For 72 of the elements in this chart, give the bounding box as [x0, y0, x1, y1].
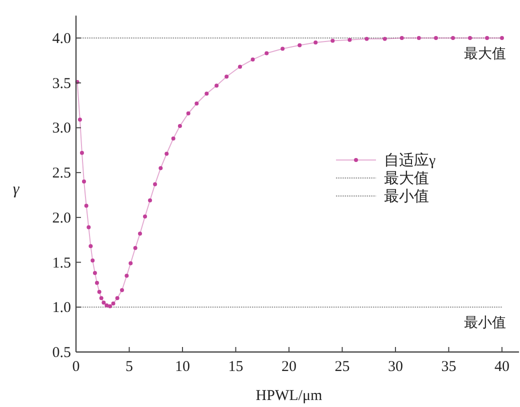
point: [90, 258, 95, 262]
x-axis-title: HPWL/μm: [256, 388, 322, 404]
y-tick-label: 1.0: [52, 300, 71, 316]
y-axis-title: γ: [12, 180, 20, 198]
point: [314, 40, 318, 45]
point: [153, 182, 158, 186]
y-tick-label: 2.5: [52, 166, 71, 182]
point: [115, 296, 120, 300]
point: [80, 150, 84, 155]
point: [224, 74, 229, 79]
point: [330, 38, 335, 43]
legend-label: 自适应γ: [384, 152, 436, 169]
x-tick-label: 40: [494, 359, 510, 375]
point: [143, 214, 148, 219]
point: [84, 204, 88, 208]
y-tick-label: 3.0: [52, 120, 71, 137]
point: [238, 64, 242, 69]
y-tick-label: 2.0: [52, 210, 71, 226]
point: [148, 198, 152, 202]
x-tick-label: 30: [388, 359, 403, 375]
point: [164, 152, 169, 156]
point: [94, 280, 99, 285]
point: [171, 136, 176, 140]
point: [111, 302, 116, 306]
point: [264, 51, 269, 56]
point: [298, 43, 302, 48]
y-tick-label: 3.5: [52, 76, 71, 92]
point: [120, 288, 124, 292]
point: [88, 244, 93, 248]
point: [178, 124, 182, 128]
x-tick-label: 0: [72, 359, 80, 375]
point: [99, 296, 104, 300]
point: [280, 46, 285, 51]
legend-label: 最大值: [384, 170, 429, 187]
point: [416, 36, 421, 40]
point: [194, 102, 199, 106]
point: [204, 92, 209, 96]
x-tick-label: 15: [228, 359, 244, 375]
x-tick-label: 35: [441, 359, 456, 375]
point: [82, 180, 86, 184]
point: [450, 36, 455, 40]
y-tick-label: 4.0: [52, 31, 71, 48]
x-tick-label: 10: [174, 359, 190, 375]
point: [214, 84, 219, 88]
point: [104, 303, 109, 308]
point: [92, 271, 97, 276]
x-tick-label: 5: [125, 359, 133, 375]
point: [133, 246, 138, 250]
point: [434, 36, 438, 40]
point: [128, 261, 133, 266]
point: [364, 36, 369, 41]
point: [382, 36, 387, 41]
point: [500, 36, 504, 40]
point: [138, 232, 142, 236]
point: [86, 225, 91, 230]
point: [124, 274, 129, 278]
y-tick-label: 1.5: [52, 255, 71, 272]
point: [97, 290, 102, 294]
point: [158, 166, 163, 170]
point: [186, 111, 190, 116]
x-tick-label: 20: [281, 359, 296, 375]
point: [400, 36, 404, 40]
point: [108, 304, 112, 308]
point: [348, 38, 352, 42]
y-tick-label: 0.5: [52, 345, 71, 361]
legend-label: 最小值: [384, 188, 429, 205]
point: [78, 118, 82, 122]
point: [468, 36, 472, 40]
point: [102, 300, 106, 305]
point: [485, 36, 490, 40]
point: [250, 58, 255, 62]
x-tick-label: 25: [334, 359, 350, 375]
